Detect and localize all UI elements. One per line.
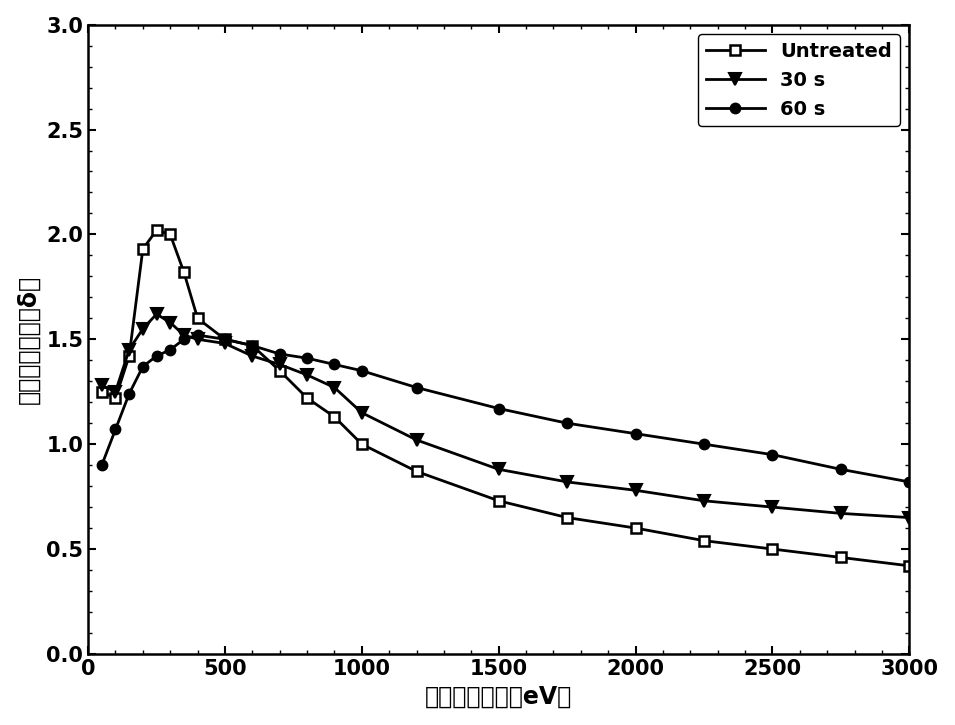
60 s: [493, 404, 504, 413]
Untreated: [274, 366, 286, 375]
60 s: [164, 345, 176, 354]
Untreated: [220, 335, 231, 344]
Untreated: [411, 467, 422, 476]
30 s: [123, 345, 135, 354]
30 s: [767, 502, 778, 511]
30 s: [836, 509, 847, 518]
30 s: [903, 513, 915, 522]
60 s: [123, 389, 135, 398]
30 s: [138, 325, 149, 334]
Legend: Untreated, 30 s, 60 s: Untreated, 30 s, 60 s: [698, 34, 900, 126]
60 s: [274, 349, 286, 358]
Untreated: [903, 561, 915, 570]
Untreated: [179, 268, 190, 276]
60 s: [836, 465, 847, 473]
60 s: [767, 450, 778, 459]
60 s: [698, 440, 710, 449]
30 s: [698, 497, 710, 505]
60 s: [220, 335, 231, 344]
Untreated: [96, 387, 108, 396]
Untreated: [356, 440, 368, 449]
30 s: [411, 436, 422, 444]
30 s: [356, 408, 368, 417]
60 s: [179, 335, 190, 344]
Line: 30 s: 30 s: [96, 309, 915, 523]
30 s: [630, 486, 642, 494]
60 s: [192, 331, 203, 339]
60 s: [96, 461, 108, 470]
Untreated: [246, 341, 258, 350]
30 s: [329, 384, 340, 392]
60 s: [329, 360, 340, 369]
30 s: [192, 335, 203, 344]
Untreated: [302, 394, 313, 402]
60 s: [151, 352, 162, 360]
30 s: [562, 478, 573, 486]
Untreated: [110, 394, 121, 402]
30 s: [220, 339, 231, 348]
30 s: [151, 310, 162, 318]
Untreated: [698, 536, 710, 545]
Untreated: [493, 497, 504, 505]
30 s: [246, 352, 258, 360]
60 s: [630, 429, 642, 438]
Untreated: [630, 523, 642, 532]
60 s: [302, 354, 313, 362]
30 s: [493, 465, 504, 473]
Line: Untreated: Untreated: [96, 225, 914, 571]
30 s: [96, 381, 108, 390]
Untreated: [123, 352, 135, 360]
X-axis label: 入射电子能量（eV）: 入射电子能量（eV）: [425, 684, 572, 708]
Y-axis label: 二次电子产额（δ）: 二次电子产额（δ）: [16, 275, 41, 404]
60 s: [562, 419, 573, 428]
60 s: [411, 384, 422, 392]
30 s: [164, 318, 176, 327]
Untreated: [329, 413, 340, 421]
Untreated: [836, 553, 847, 562]
30 s: [302, 370, 313, 379]
Untreated: [767, 544, 778, 553]
30 s: [274, 360, 286, 369]
30 s: [179, 331, 190, 339]
Untreated: [164, 230, 176, 239]
30 s: [110, 387, 121, 396]
Untreated: [151, 226, 162, 235]
Untreated: [138, 245, 149, 254]
60 s: [903, 478, 915, 486]
60 s: [356, 366, 368, 375]
Untreated: [192, 314, 203, 323]
60 s: [246, 341, 258, 350]
Untreated: [562, 513, 573, 522]
60 s: [110, 425, 121, 434]
Line: 60 s: 60 s: [96, 330, 914, 486]
60 s: [138, 362, 149, 371]
